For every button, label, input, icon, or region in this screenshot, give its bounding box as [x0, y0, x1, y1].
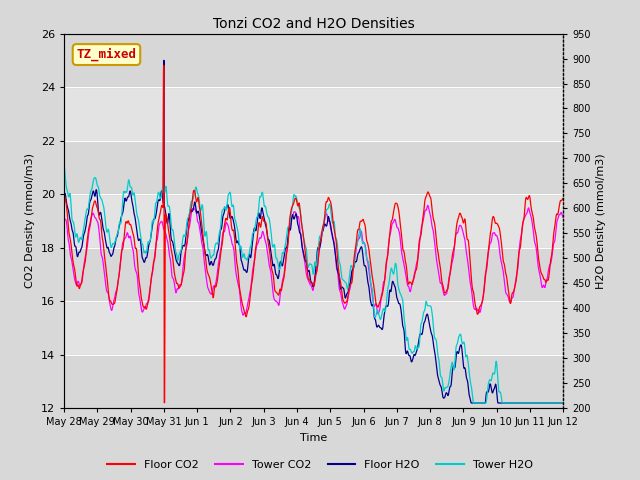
Bar [64, 87, 563, 141]
X-axis label: Time: Time [300, 432, 327, 443]
Y-axis label: H2O Density (mmol/m3): H2O Density (mmol/m3) [596, 153, 607, 288]
Bar [64, 194, 563, 248]
Bar [64, 355, 563, 408]
Bar [64, 141, 563, 194]
Title: Tonzi CO2 and H2O Densities: Tonzi CO2 and H2O Densities [212, 17, 415, 31]
Bar [64, 301, 563, 355]
Legend: Floor CO2, Tower CO2, Floor H2O, Tower H2O: Floor CO2, Tower CO2, Floor H2O, Tower H… [102, 456, 538, 474]
Bar [64, 34, 563, 87]
Bar [64, 248, 563, 301]
Y-axis label: CO2 Density (mmol/m3): CO2 Density (mmol/m3) [25, 153, 35, 288]
Text: TZ_mixed: TZ_mixed [77, 48, 136, 61]
